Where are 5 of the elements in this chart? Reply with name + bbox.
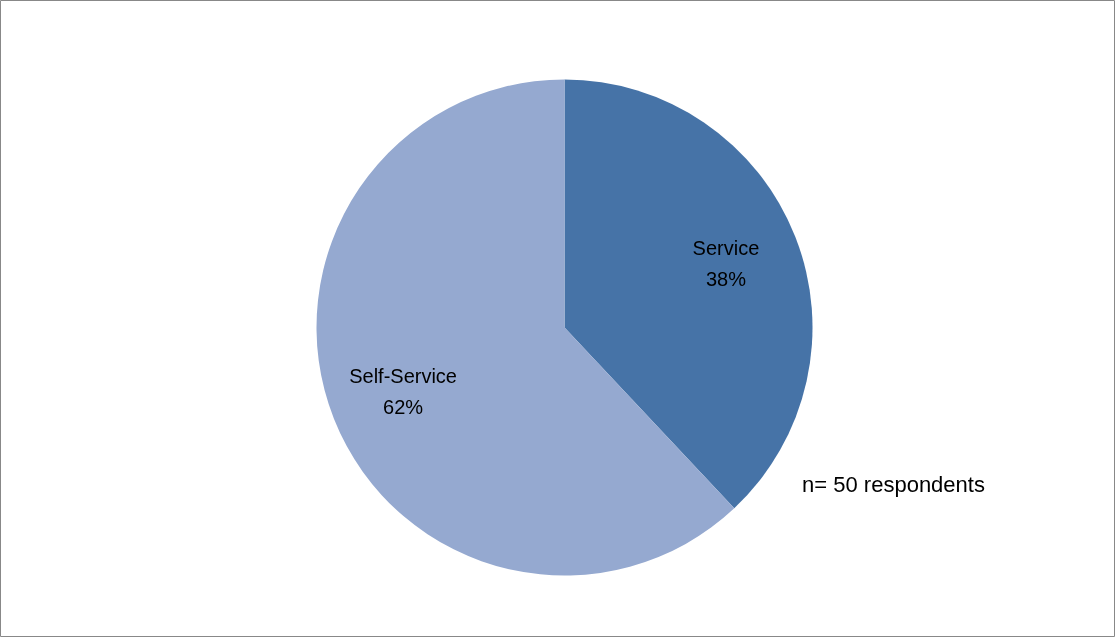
data-label: 38% bbox=[705, 267, 747, 290]
text: n= 50 respondents bbox=[802, 472, 985, 497]
slice-label: Service bbox=[692, 237, 760, 260]
slice-label: Self-Service bbox=[349, 365, 457, 388]
data-label: 62% bbox=[383, 395, 424, 418]
